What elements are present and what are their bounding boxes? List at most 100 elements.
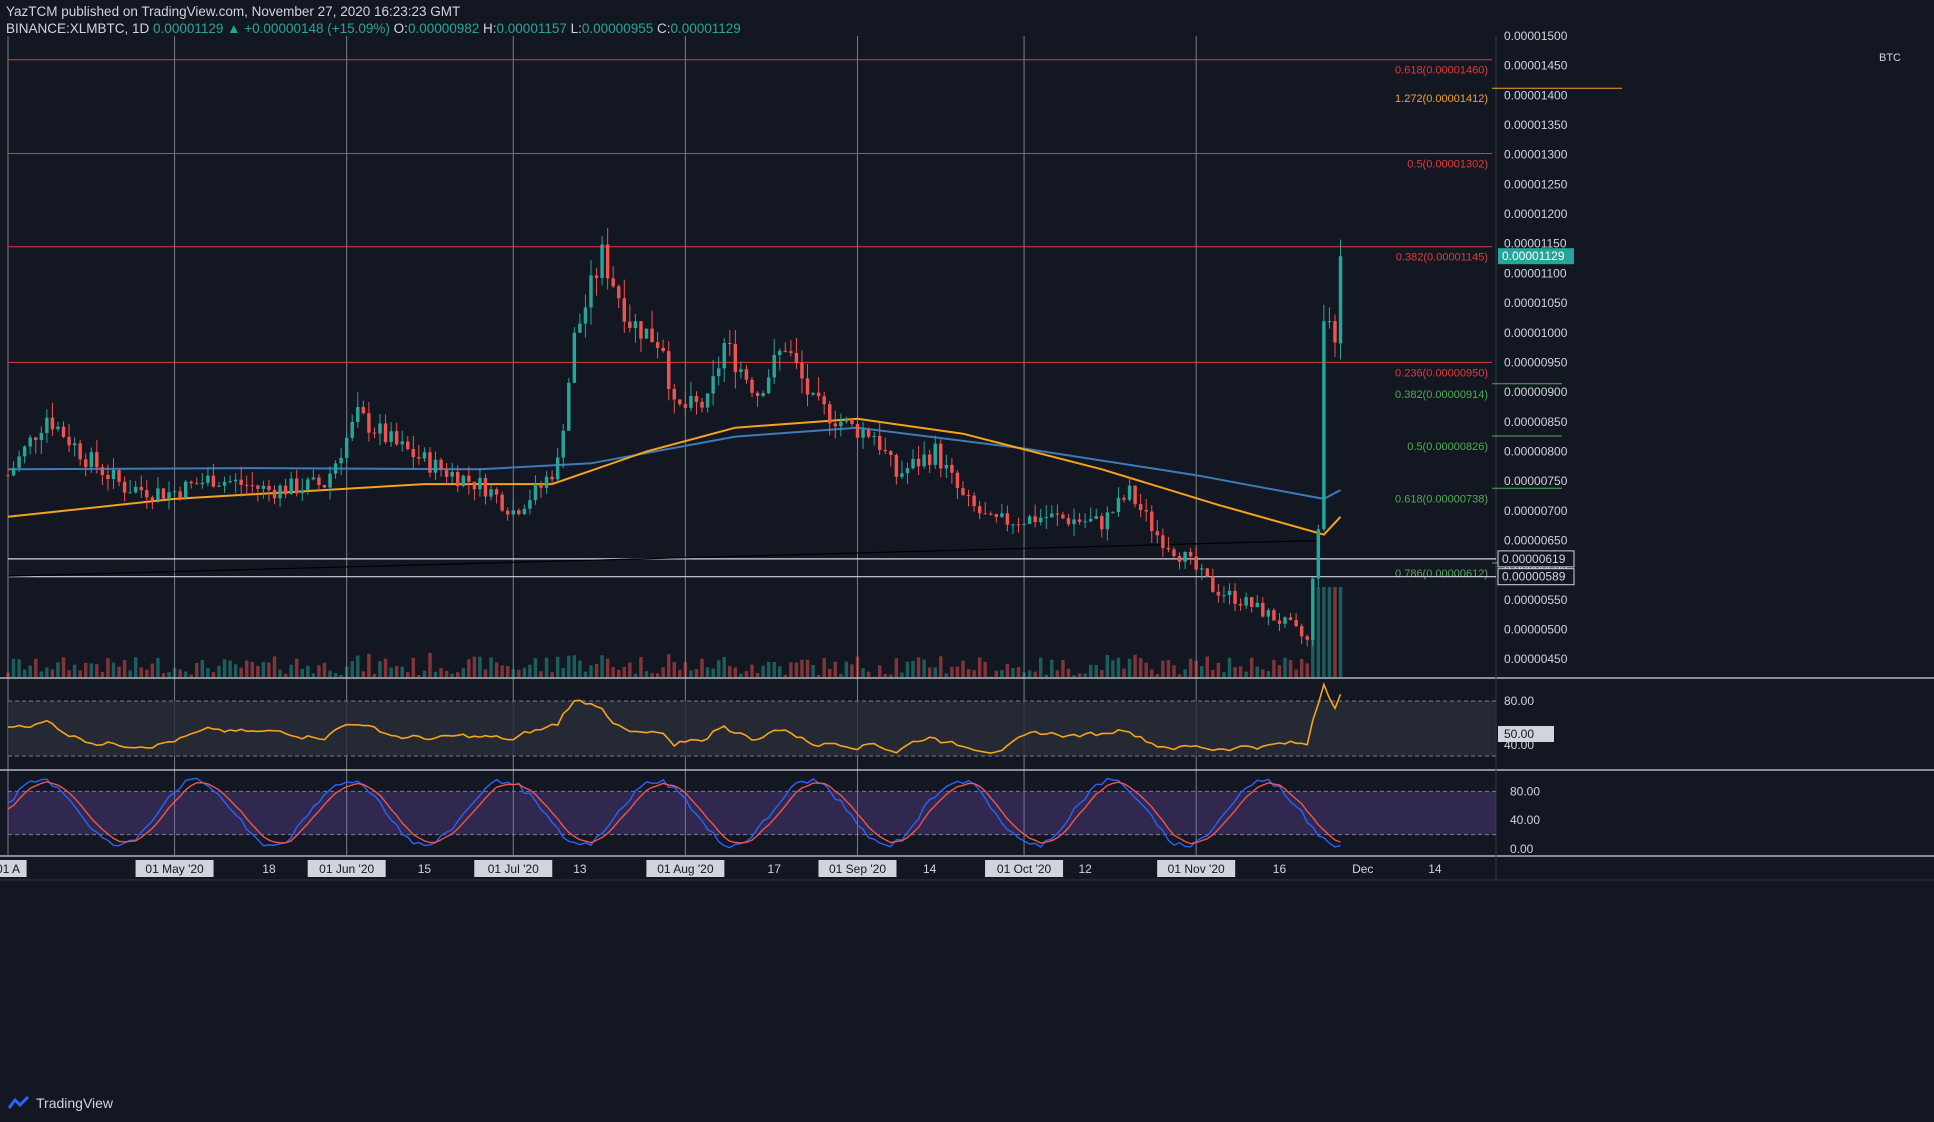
- volume-bar: [567, 655, 571, 677]
- volume-bar: [95, 664, 99, 677]
- volume-bar: [189, 674, 193, 677]
- volume-bar: [1227, 657, 1232, 677]
- volume-bar: [1177, 674, 1182, 677]
- candle-body: [1277, 620, 1282, 624]
- volume-bar: [528, 664, 532, 677]
- candle-body: [1249, 597, 1254, 607]
- candle-body: [922, 454, 926, 467]
- candle-body: [106, 474, 110, 480]
- fib-resistance-label: 0.618(0.00001460): [1395, 65, 1488, 77]
- candle-body: [1288, 617, 1293, 621]
- candle-body: [1299, 626, 1304, 637]
- volume-bar: [544, 657, 549, 677]
- volume-bar: [1200, 666, 1204, 677]
- candle-body: [861, 429, 865, 438]
- time-tick-label: 14: [923, 862, 937, 876]
- volume-bar: [650, 673, 654, 677]
- candle-body: [1327, 321, 1332, 323]
- stoch-k-line: [7, 777, 1341, 849]
- volume-bar: [195, 663, 199, 677]
- fib-support-label: 0.382(0.00000914): [1395, 389, 1488, 401]
- candle-body: [84, 459, 88, 467]
- volume-bar: [206, 668, 210, 677]
- candle-body: [617, 286, 621, 299]
- candle-body: [555, 457, 560, 480]
- candle-body: [722, 343, 726, 369]
- candle-body: [400, 441, 404, 445]
- candle-body: [306, 479, 310, 491]
- volume-bar: [555, 656, 560, 677]
- volume-bar: [428, 652, 432, 677]
- candle-body: [750, 379, 754, 393]
- candle-body: [183, 481, 188, 498]
- publisher-name[interactable]: YazTCM: [6, 4, 58, 19]
- volume-bar: [217, 665, 221, 677]
- candle-body: [866, 429, 871, 437]
- rsi-value-label: 50.00: [1504, 727, 1534, 741]
- volume-bar: [383, 658, 388, 677]
- candle-body: [1238, 603, 1243, 606]
- candle-body: [589, 275, 593, 308]
- volume-bar: [950, 666, 954, 677]
- volume-bar: [633, 673, 638, 677]
- volume-bar: [894, 658, 899, 677]
- volume-bar: [666, 654, 671, 677]
- volume-bar: [433, 671, 438, 677]
- candle-body: [1222, 595, 1226, 597]
- volume-bar: [617, 669, 621, 677]
- fib-levels: 0.618(0.00001460) 1.272(0.00001412) 0.5(0.…: [8, 59, 1622, 580]
- volume-bar: [1083, 673, 1087, 677]
- time-label-box: [818, 860, 897, 877]
- symbol-label[interactable]: BINANCE:XLMBTC, 1D: [6, 21, 150, 36]
- volume-bar: [289, 664, 293, 677]
- candle-body: [1322, 321, 1326, 530]
- volume-bar: [1277, 665, 1282, 677]
- candle-body: [322, 485, 327, 488]
- volume-bar: [150, 663, 155, 677]
- low-value: 0.00000955: [581, 21, 654, 36]
- candle-body: [911, 458, 915, 469]
- price-tick-label: 0.00000700: [1504, 504, 1568, 518]
- volume-bar: [1299, 658, 1304, 677]
- time-label-box: [307, 860, 386, 877]
- current-price-box: [1498, 248, 1574, 265]
- candle-body: [233, 479, 238, 482]
- volume-bar: [261, 661, 266, 677]
- candle-body: [1211, 576, 1215, 592]
- candle-body: [489, 489, 493, 497]
- price-tick-label: 0.00001100: [1504, 266, 1567, 280]
- volume-bar: [1055, 670, 1060, 677]
- candle-body: [1066, 518, 1071, 525]
- tradingview-logo[interactable]: TradingView: [8, 1095, 113, 1111]
- candle-body: [517, 510, 521, 514]
- volume-bar: [228, 660, 232, 677]
- volume-bar: [844, 661, 849, 677]
- candle-body: [1044, 517, 1048, 519]
- candle-body: [711, 376, 715, 394]
- volume-bar: [211, 672, 216, 677]
- volume-bar: [222, 659, 227, 677]
- volume-bar: [417, 674, 421, 677]
- candle-body: [178, 491, 182, 498]
- volume-bar: [356, 655, 360, 677]
- rsi-tick-label: 80.00: [1504, 694, 1534, 708]
- candle-body: [372, 432, 377, 434]
- candle-body: [272, 489, 277, 499]
- candle-body: [383, 423, 388, 442]
- volume-bar: [178, 669, 182, 677]
- candle-body: [744, 369, 749, 380]
- volume-bar: [1333, 587, 1337, 677]
- candle-body: [1161, 535, 1165, 548]
- volume-bar: [489, 657, 493, 677]
- volume-bar: [200, 659, 205, 677]
- volume-bar: [128, 670, 132, 677]
- volume-bar: [1266, 671, 1271, 677]
- candle-body: [1166, 547, 1171, 550]
- volume-bar: [1133, 654, 1137, 677]
- volume-bar: [483, 669, 488, 677]
- volume-bar: [106, 658, 110, 677]
- candle-body: [1083, 521, 1087, 523]
- volume-bar: [905, 661, 910, 677]
- volume-bar: [245, 660, 249, 677]
